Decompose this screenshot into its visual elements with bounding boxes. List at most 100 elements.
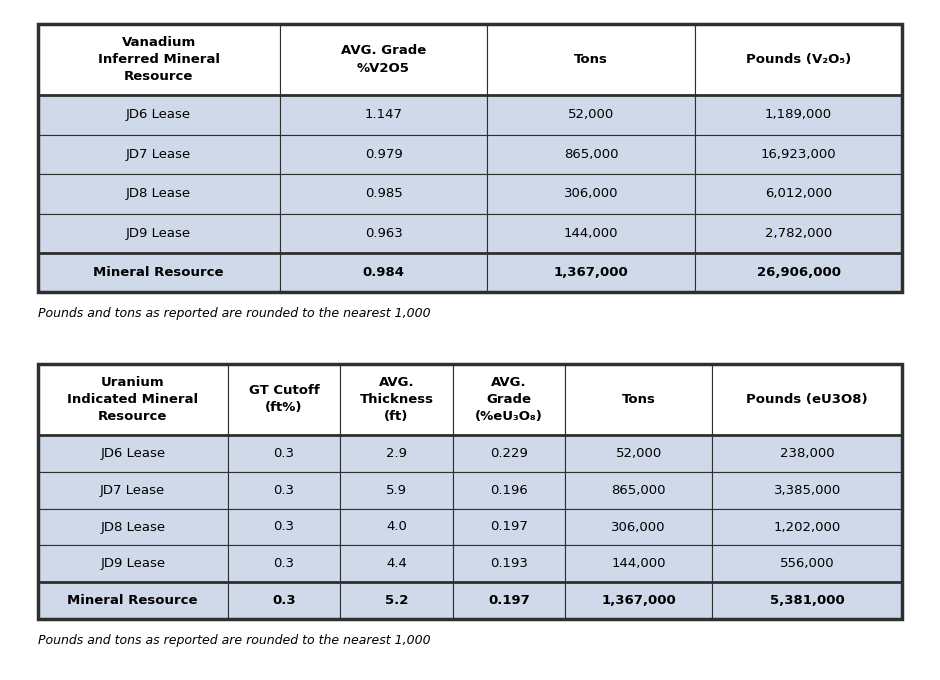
- Bar: [38, 582, 227, 619]
- Text: Uranium
Indicated Mineral
Resource: Uranium Indicated Mineral Resource: [67, 376, 198, 423]
- Bar: [38, 174, 280, 214]
- Text: Pounds and tons as reported are rounded to the nearest 1,000: Pounds and tons as reported are rounded …: [38, 634, 431, 647]
- Text: 2.9: 2.9: [386, 447, 407, 460]
- Text: 1,367,000: 1,367,000: [554, 266, 629, 279]
- Bar: [38, 24, 902, 292]
- Bar: [227, 435, 340, 472]
- Bar: [280, 24, 487, 95]
- Text: Vanadium
Inferred Mineral
Resource: Vanadium Inferred Mineral Resource: [98, 36, 220, 83]
- Bar: [487, 253, 695, 292]
- Text: 4.0: 4.0: [386, 520, 407, 534]
- Bar: [38, 509, 227, 545]
- Bar: [38, 364, 902, 619]
- Text: 26,906,000: 26,906,000: [757, 266, 840, 279]
- Bar: [227, 545, 340, 582]
- Text: 144,000: 144,000: [611, 557, 666, 571]
- Bar: [38, 135, 280, 174]
- Text: 52,000: 52,000: [616, 447, 662, 460]
- Bar: [280, 95, 487, 135]
- Text: JD8 Lease: JD8 Lease: [101, 520, 165, 534]
- Text: GT Cutoff
(ft%): GT Cutoff (ft%): [249, 384, 320, 415]
- Bar: [565, 364, 713, 435]
- Bar: [340, 509, 453, 545]
- Bar: [713, 364, 902, 435]
- Bar: [340, 435, 453, 472]
- Bar: [38, 24, 280, 95]
- Text: JD6 Lease: JD6 Lease: [101, 447, 165, 460]
- Text: Tons: Tons: [574, 53, 608, 66]
- Bar: [695, 135, 902, 174]
- Text: 1,189,000: 1,189,000: [765, 108, 832, 122]
- Bar: [38, 472, 227, 509]
- Bar: [565, 509, 713, 545]
- Bar: [38, 95, 280, 135]
- Text: 0.3: 0.3: [274, 483, 294, 497]
- Bar: [38, 253, 280, 292]
- Text: 0.3: 0.3: [273, 594, 296, 607]
- Bar: [340, 472, 453, 509]
- Text: JD7 Lease: JD7 Lease: [126, 148, 192, 161]
- Text: 0.197: 0.197: [490, 520, 528, 534]
- Text: Mineral Resource: Mineral Resource: [93, 266, 224, 279]
- Bar: [280, 135, 487, 174]
- Bar: [340, 364, 453, 435]
- Text: 556,000: 556,000: [780, 557, 835, 571]
- Bar: [487, 214, 695, 253]
- Text: 238,000: 238,000: [780, 447, 835, 460]
- Bar: [38, 214, 280, 253]
- Bar: [695, 174, 902, 214]
- Text: Pounds (V₂O₅): Pounds (V₂O₅): [746, 53, 852, 66]
- Bar: [38, 364, 227, 435]
- Bar: [487, 135, 695, 174]
- Bar: [695, 24, 902, 95]
- Bar: [487, 95, 695, 135]
- Text: 306,000: 306,000: [611, 520, 666, 534]
- Text: 52,000: 52,000: [568, 108, 614, 122]
- Bar: [38, 545, 227, 582]
- Bar: [565, 472, 713, 509]
- Text: AVG. Grade
%V2O5: AVG. Grade %V2O5: [341, 44, 426, 75]
- Text: 306,000: 306,000: [564, 187, 619, 201]
- Bar: [453, 472, 565, 509]
- Text: JD7 Lease: JD7 Lease: [100, 483, 165, 497]
- Bar: [453, 545, 565, 582]
- Bar: [340, 545, 453, 582]
- Bar: [713, 435, 902, 472]
- Bar: [487, 174, 695, 214]
- Text: 4.4: 4.4: [386, 557, 407, 571]
- Bar: [695, 253, 902, 292]
- Text: 0.985: 0.985: [365, 187, 402, 201]
- Text: 0.3: 0.3: [274, 447, 294, 460]
- Bar: [453, 435, 565, 472]
- Text: 0.979: 0.979: [365, 148, 402, 161]
- Text: 0.984: 0.984: [363, 266, 404, 279]
- Text: Tons: Tons: [621, 393, 655, 406]
- Text: 5.2: 5.2: [384, 594, 408, 607]
- Bar: [227, 364, 340, 435]
- Bar: [713, 582, 902, 619]
- Text: AVG.
Grade
(%eU₃O₈): AVG. Grade (%eU₃O₈): [475, 376, 543, 423]
- Bar: [227, 472, 340, 509]
- Text: JD9 Lease: JD9 Lease: [126, 226, 191, 240]
- Bar: [565, 435, 713, 472]
- Bar: [453, 582, 565, 619]
- Text: 865,000: 865,000: [611, 483, 666, 497]
- Text: Pounds and tons as reported are rounded to the nearest 1,000: Pounds and tons as reported are rounded …: [38, 307, 431, 320]
- Text: JD8 Lease: JD8 Lease: [126, 187, 191, 201]
- Bar: [38, 435, 227, 472]
- Bar: [280, 174, 487, 214]
- Text: 5,381,000: 5,381,000: [770, 594, 845, 607]
- Bar: [227, 509, 340, 545]
- Text: 865,000: 865,000: [564, 148, 619, 161]
- Bar: [695, 95, 902, 135]
- Text: 5.9: 5.9: [386, 483, 407, 497]
- Bar: [227, 582, 340, 619]
- Text: 3,385,000: 3,385,000: [774, 483, 841, 497]
- Text: AVG.
Thickness
(ft): AVG. Thickness (ft): [359, 376, 433, 423]
- Text: 1,367,000: 1,367,000: [602, 594, 676, 607]
- Text: 1.147: 1.147: [365, 108, 402, 122]
- Text: 0.229: 0.229: [490, 447, 528, 460]
- Bar: [713, 509, 902, 545]
- Text: 16,923,000: 16,923,000: [760, 148, 837, 161]
- Text: 0.193: 0.193: [490, 557, 528, 571]
